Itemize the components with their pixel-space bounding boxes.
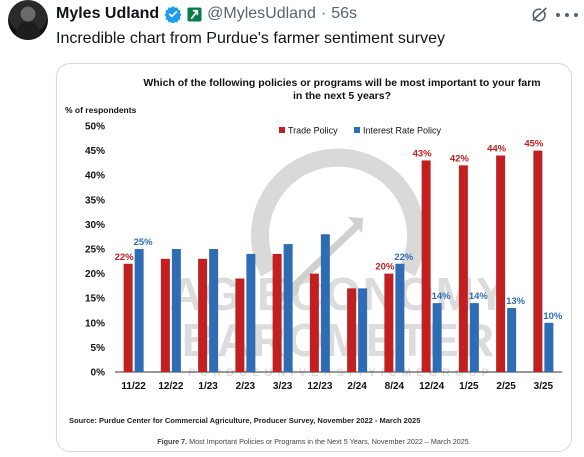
bar-data-label: 22% — [394, 252, 414, 263]
y-tick-label: 30% — [85, 220, 105, 231]
legend-swatch — [279, 127, 285, 133]
bar-trade-policy — [123, 263, 133, 372]
bar-trade-policy — [347, 288, 357, 372]
bar-trade-policy — [533, 150, 543, 372]
x-tick-label: 3/23 — [273, 381, 293, 392]
legend-item: Trade Policy — [288, 126, 338, 136]
legend-swatch — [354, 127, 360, 133]
bar-interest-rate-policy — [507, 308, 517, 372]
x-tick-label: 12/24 — [419, 381, 444, 392]
author-handle[interactable]: @MylesUdland — [207, 5, 316, 22]
bar-data-label: 43% — [413, 148, 433, 159]
y-tick-label: 10% — [85, 318, 105, 329]
separator-dot: · — [320, 5, 327, 22]
y-tick-label: 40% — [85, 171, 105, 182]
verified-badge-icon[interactable] — [164, 5, 182, 23]
tweet-text: Incredible chart from Purdue's farmer se… — [56, 30, 445, 47]
bar-data-label: 25% — [134, 237, 154, 248]
bar-trade-policy — [272, 253, 282, 372]
y-tick-label: 5% — [91, 343, 106, 354]
bar-trade-policy — [384, 273, 394, 372]
bar-trade-policy — [496, 155, 506, 372]
affiliation-badge-icon[interactable] — [187, 6, 202, 22]
bar-data-label: 14% — [469, 291, 489, 302]
bar-trade-policy — [160, 258, 170, 372]
tweet-user-line: Myles Udland @MylesUdland · 56s — [56, 3, 357, 25]
chart-title-line: in the next 5 years? — [293, 90, 391, 102]
bar-trade-policy — [235, 278, 245, 372]
watermark-line: P U R D U E U N I V E R S I T Y / C M E … — [188, 367, 490, 379]
y-axis-label: % of respondents — [65, 105, 137, 115]
x-tick-label: 2/24 — [347, 381, 367, 392]
bar-data-label: 44% — [487, 144, 507, 155]
watermark-line: AG ECONOMY — [169, 268, 508, 320]
bar-data-label: 22% — [115, 252, 135, 263]
y-tick-label: 25% — [85, 245, 105, 256]
y-tick-label: 35% — [85, 195, 105, 206]
chart-bars: 22%25%20%22%43%14%42%14%44%13%45%10% — [115, 139, 563, 372]
bar-interest-rate-policy — [320, 234, 330, 372]
x-tick-label: 1/23 — [198, 381, 218, 392]
chart-title-line: Which of the following policies or progr… — [143, 77, 540, 89]
y-tick-label: 15% — [85, 294, 105, 305]
x-tick-label: 12/22 — [158, 381, 183, 392]
bar-interest-rate-policy — [469, 303, 479, 372]
figure-caption: Figure 7. Most Important Policies or Pro… — [157, 437, 471, 446]
y-axis: % of respondents 0% 5% 10% 15% 20% 25% 30% 35% 40… — [65, 105, 562, 379]
chart-title: Which of the following policies or progr… — [143, 77, 540, 102]
chart-legend: Trade Policy Interest Rate Policy — [279, 126, 442, 136]
bar-data-label: 20% — [375, 262, 395, 273]
y-tick-label: 45% — [85, 146, 105, 157]
x-axis: 11/22 12/22 1/23 2/23 3/23 12/23 2/24 8/24 12/24… — [121, 381, 553, 392]
bar-interest-rate-policy — [283, 244, 293, 372]
tweet-header: Myles Udland @MylesUdland · 56s Incredib… — [0, 0, 584, 60]
x-tick-label: 2/23 — [236, 381, 256, 392]
x-tick-label: 1/25 — [459, 381, 479, 392]
bar-interest-rate-policy — [171, 249, 181, 372]
y-tick-label: 0% — [91, 368, 106, 379]
x-tick-label: 12/23 — [307, 381, 332, 392]
figure-caption-text: Most Important Policies or Programs in t… — [187, 437, 471, 446]
bar-trade-policy — [458, 165, 468, 372]
bar-interest-rate-policy — [432, 303, 442, 372]
bar-data-label: 13% — [506, 296, 526, 307]
avatar[interactable] — [8, 0, 48, 40]
bar-trade-policy — [198, 258, 208, 372]
tweet-media-chart[interactable]: AG ECONOMY BAROMETER P U R D U E U N I V E… — [56, 63, 572, 452]
bar-interest-rate-policy — [246, 253, 256, 372]
legend-item: Interest Rate Policy — [363, 126, 442, 136]
bar-interest-rate-policy — [209, 249, 219, 372]
y-tick-label: 20% — [85, 269, 105, 280]
bar-interest-rate-policy — [134, 249, 144, 372]
figure-caption-label: Figure 7. — [157, 437, 187, 446]
bar-interest-rate-policy — [544, 322, 554, 372]
bar-trade-policy — [421, 160, 431, 372]
x-tick-label: 3/25 — [534, 381, 554, 392]
bar-data-label: 45% — [524, 139, 544, 150]
y-tick-label: 50% — [85, 122, 105, 133]
bar-data-label: 10% — [543, 311, 563, 322]
timestamp[interactable]: 56s — [331, 5, 357, 22]
chart-source-note: Source: Purdue Center for Commercial Agr… — [69, 416, 420, 425]
x-tick-label: 8/24 — [385, 381, 405, 392]
x-tick-label: 11/22 — [121, 381, 146, 392]
bar-interest-rate-policy — [395, 263, 405, 372]
grok-icon[interactable] — [530, 5, 550, 25]
bar-data-label: 42% — [450, 153, 470, 164]
more-options-icon[interactable] — [556, 5, 578, 25]
bar-interest-rate-policy — [358, 288, 368, 372]
bar-trade-policy — [309, 273, 319, 372]
bar-data-label: 14% — [432, 291, 452, 302]
author-name[interactable]: Myles Udland — [56, 5, 160, 22]
x-tick-label: 2/25 — [496, 381, 516, 392]
watermark-line: BAROMETER — [182, 314, 496, 366]
